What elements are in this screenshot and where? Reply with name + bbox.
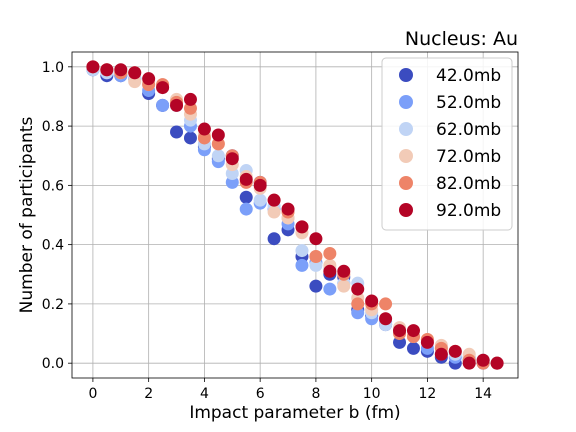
data-point — [295, 258, 309, 272]
data-point — [309, 258, 323, 272]
legend-item: 72.0mb — [399, 147, 501, 167]
legend-box — [381, 57, 513, 231]
x-tick-label: 14 — [474, 386, 492, 402]
data-point — [170, 98, 184, 112]
data-points — [86, 60, 504, 370]
x-tick-label: 10 — [363, 386, 381, 402]
legend-item: 62.0mb — [399, 120, 501, 140]
data-point — [351, 297, 365, 311]
x-tick-label: 0 — [88, 386, 97, 402]
x-tick-label: 6 — [256, 386, 265, 402]
data-point — [239, 190, 253, 204]
data-point — [86, 60, 100, 74]
data-point — [170, 125, 184, 139]
legend-label: 82.0mb — [436, 174, 501, 194]
data-point — [267, 205, 281, 219]
data-point — [490, 356, 504, 370]
data-point — [420, 335, 434, 349]
y-tick-label: 0.2 — [42, 297, 64, 313]
legend-label: 72.0mb — [436, 147, 501, 167]
x-tick-label: 12 — [418, 386, 436, 402]
data-point — [281, 202, 295, 216]
y-tick-label: 1.0 — [42, 60, 64, 76]
data-point — [351, 282, 365, 296]
data-point — [100, 63, 114, 77]
data-point — [128, 66, 142, 80]
x-axis-label: Impact parameter b (fm) — [189, 403, 400, 423]
data-point — [393, 335, 407, 349]
y-axis-label: Number of participants — [17, 117, 37, 314]
x-tick-label: 2 — [144, 386, 153, 402]
data-point — [406, 341, 420, 355]
legend-marker — [399, 149, 413, 163]
data-point — [142, 72, 156, 86]
axis-ticks: 0 2 4 6 8 10 12 14 0.0 0.2 0.4 0.6 0.8 1.0 — [42, 60, 492, 402]
data-point — [114, 63, 128, 77]
data-point — [323, 264, 337, 278]
legend-marker — [399, 176, 413, 190]
data-point — [323, 247, 337, 261]
legend-label: 62.0mb — [436, 120, 501, 140]
data-point — [156, 98, 170, 112]
data-point — [309, 249, 323, 263]
data-point — [183, 131, 197, 145]
data-point — [295, 244, 309, 258]
x-tick-label: 8 — [311, 386, 320, 402]
data-point — [211, 149, 225, 163]
data-point — [337, 264, 351, 278]
data-point — [434, 347, 448, 361]
data-point — [309, 232, 323, 246]
data-point — [379, 312, 393, 326]
y-tick-label: 0.4 — [42, 238, 64, 254]
legend-item: 52.0mb — [399, 93, 501, 113]
data-point — [337, 279, 351, 293]
data-point — [323, 282, 337, 296]
y-tick-label: 0.8 — [42, 119, 64, 135]
legend: 42.0mb 52.0mb 62.0mb 72.0mb 82.0mb 92.0mb — [381, 57, 513, 231]
legend-label: 92.0mb — [436, 201, 501, 221]
y-tick-label: 0.0 — [42, 356, 64, 372]
data-point — [448, 344, 462, 358]
legend-label: 52.0mb — [436, 93, 501, 113]
data-point — [462, 356, 476, 370]
data-point — [309, 279, 323, 293]
legend-item: 82.0mb — [399, 174, 501, 194]
data-point — [253, 178, 267, 192]
data-point — [267, 232, 281, 246]
data-point — [476, 353, 490, 367]
data-point — [267, 193, 281, 207]
chart-title: Nucleus: Au — [405, 28, 518, 50]
data-point — [128, 75, 142, 89]
legend-label: 42.0mb — [436, 66, 501, 86]
legend-item: 42.0mb — [399, 66, 501, 86]
x-tick-label: 4 — [200, 386, 209, 402]
y-tick-label: 0.6 — [42, 178, 64, 194]
data-point — [197, 131, 211, 145]
data-point — [379, 297, 393, 311]
legend-marker — [399, 68, 413, 82]
legend-marker — [399, 122, 413, 136]
data-point — [393, 324, 407, 338]
data-point — [365, 294, 379, 308]
data-point — [225, 175, 239, 189]
data-point — [351, 306, 365, 320]
data-point — [211, 137, 225, 151]
data-point — [183, 101, 197, 115]
data-point — [225, 152, 239, 166]
data-point — [183, 92, 197, 106]
legend-item: 92.0mb — [399, 201, 501, 221]
data-point — [225, 167, 239, 181]
data-point — [211, 128, 225, 142]
data-point — [295, 220, 309, 234]
data-point — [406, 324, 420, 338]
data-point — [239, 202, 253, 216]
data-point — [197, 122, 211, 136]
legend-marker — [399, 95, 413, 109]
data-point — [253, 193, 267, 207]
data-point — [239, 172, 253, 186]
legend-marker — [399, 203, 413, 217]
axes-frame — [71, 51, 519, 379]
data-point — [156, 81, 170, 95]
